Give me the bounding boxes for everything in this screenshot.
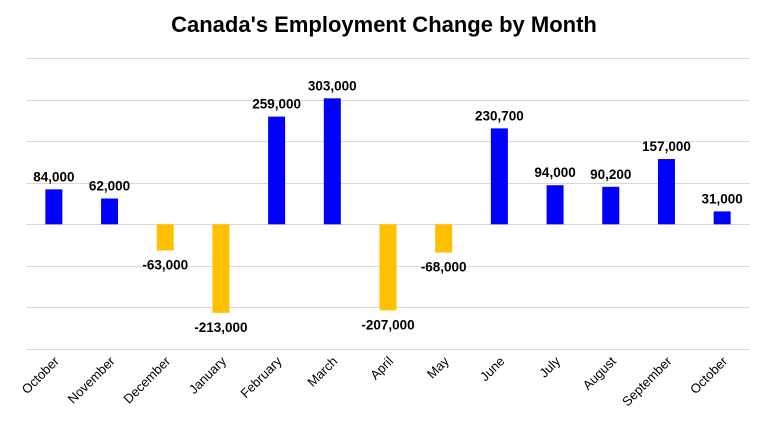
bar-8 (490, 128, 508, 225)
x-tick-label-4: February (237, 353, 285, 401)
x-tick-label-10: August (580, 353, 619, 392)
data-label-10: 90,200 (590, 167, 631, 182)
data-label-6: -207,000 (361, 317, 414, 332)
x-tick-label-0: October (19, 353, 63, 397)
bar-10 (602, 186, 620, 225)
x-tick-label-12: October (687, 353, 731, 397)
bar-0 (45, 189, 63, 225)
bar-5 (323, 98, 341, 225)
data-label-11: 157,000 (642, 139, 691, 154)
bar-7 (435, 224, 453, 253)
x-tick-label-11: September (619, 353, 675, 409)
data-label-7: -68,000 (421, 260, 467, 275)
chart-title: Canada's Employment Change by Month (171, 12, 597, 37)
x-tick-label-5: March (304, 354, 340, 390)
bar-12 (713, 211, 731, 225)
bar-4 (268, 116, 286, 225)
data-label-3: -213,000 (194, 320, 247, 335)
x-tick-labels: October November December January February Ma… (19, 353, 731, 409)
bar-1 (101, 198, 119, 225)
bar-6 (379, 224, 397, 311)
bar-11 (657, 159, 675, 225)
x-tick-label-6: April (367, 353, 396, 382)
bar-2 (156, 224, 174, 251)
x-tick-label-8: June (477, 354, 508, 385)
x-tick-label-2: December (120, 353, 173, 406)
bar-3 (212, 224, 230, 313)
data-label-5: 303,000 (308, 78, 357, 93)
data-label-12: 31,000 (702, 191, 743, 206)
x-tick-label-1: November (65, 353, 118, 406)
data-label-2: -63,000 (142, 257, 188, 272)
data-label-8: 230,700 (475, 108, 524, 123)
data-label-4: 259,000 (252, 97, 301, 112)
data-label-0: 84,000 (33, 169, 74, 184)
data-label-1: 62,000 (89, 179, 130, 194)
data-labels: 84,000 62,000 -63,000 -213,000 259,000 303,00… (33, 78, 743, 335)
x-tick-label-3: January (186, 353, 230, 397)
x-tick-label-7: May (424, 353, 452, 381)
bars (45, 98, 731, 313)
data-label-9: 94,000 (534, 165, 575, 180)
x-tick-label-9: July (536, 353, 563, 380)
bar-9 (546, 185, 564, 225)
